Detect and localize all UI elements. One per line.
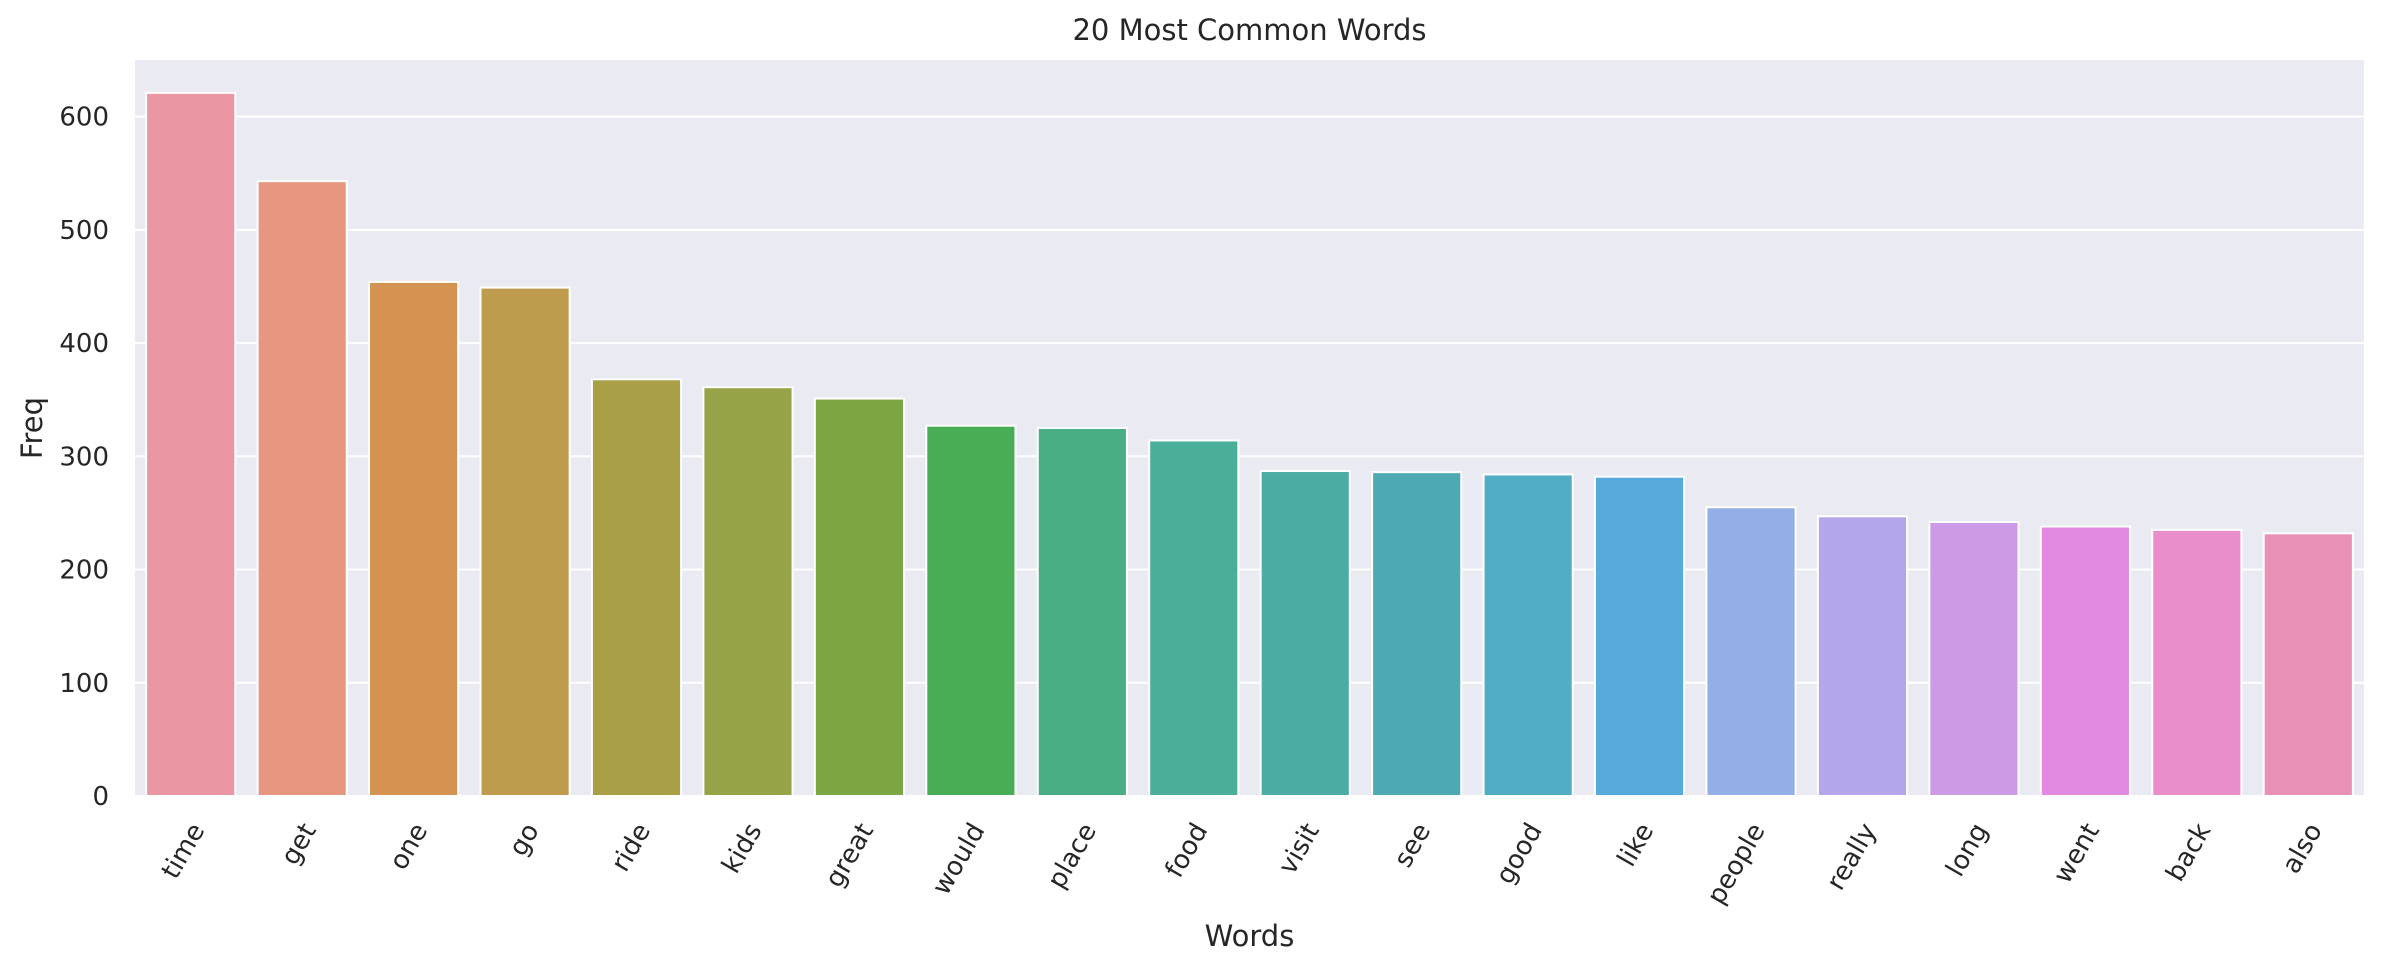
y-tick-label: 0	[92, 782, 109, 812]
y-tick-label: 200	[59, 556, 109, 586]
bar-really	[1816, 515, 1909, 797]
bar-also	[2262, 532, 2354, 797]
x-axis-label: Words	[1205, 919, 1295, 953]
bar-time	[145, 91, 237, 798]
y-tick-label: 600	[59, 103, 109, 133]
bar-visit	[1259, 470, 1351, 797]
bar-kids	[702, 386, 794, 797]
bar-would	[925, 424, 1017, 797]
bar-get	[256, 180, 348, 797]
x-tick-label-one: one	[384, 818, 434, 875]
x-tick-label-go: go	[503, 818, 545, 861]
y-tick-label: 400	[59, 329, 109, 359]
y-axis-label: Freq	[15, 397, 49, 459]
x-tick-label-visit: visit	[1273, 818, 1326, 879]
x-tick-label-place: place	[1042, 818, 1103, 894]
y-tick-label: 500	[59, 216, 109, 246]
bar-food	[1148, 439, 1240, 797]
x-tick-label-really: really	[1821, 818, 1883, 895]
bar-ride	[590, 378, 683, 797]
bar-place	[1036, 427, 1128, 797]
x-tick-label-like: like	[1612, 818, 1660, 872]
plot-background	[135, 60, 2364, 796]
x-tick-label-went: went	[2048, 818, 2106, 888]
x-tick-label-long: long	[1940, 818, 1994, 882]
x-tick-label-see: see	[1388, 818, 1437, 872]
x-tick-label-also: also	[2277, 818, 2329, 879]
bar-people	[1705, 506, 1797, 797]
bar-good	[1482, 473, 1574, 797]
bar-like	[1593, 475, 1686, 797]
bar-long	[1928, 520, 2020, 798]
x-tick-label-time: time	[156, 818, 211, 884]
y-tick-label: 300	[59, 442, 109, 472]
chart-title: 20 Most Common Words	[1072, 13, 1426, 47]
bars	[145, 91, 2354, 798]
bar-see	[1371, 471, 1463, 797]
x-tick-label-great: great	[820, 818, 880, 893]
bar-went	[2039, 525, 2131, 797]
bar-great	[813, 397, 906, 797]
x-tick-label-people: people	[1702, 818, 1772, 909]
x-tick-label-kids: kids	[716, 818, 768, 878]
y-tick-label: 100	[59, 669, 109, 699]
x-tick-label-ride: ride	[606, 818, 657, 877]
x-tick-label-food: food	[1160, 818, 1215, 883]
x-tick-label-would: would	[927, 818, 992, 900]
bar-go	[479, 286, 571, 797]
bar-back	[2151, 528, 2243, 798]
x-tick-label-back: back	[2161, 818, 2218, 887]
x-tick-label-good: good	[1490, 818, 1548, 889]
bar-one	[368, 280, 460, 797]
x-tick-labels: time get one go ride kids great would place food v…	[156, 818, 2329, 909]
y-tick-labels: 0 100 200 300 400 500 600	[59, 103, 109, 812]
x-tick-label-get: get	[275, 818, 322, 870]
